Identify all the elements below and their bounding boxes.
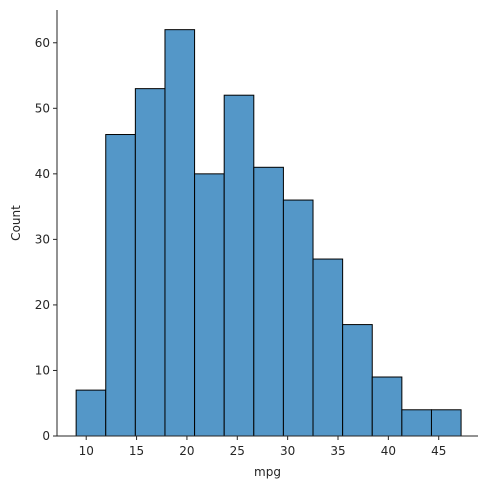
histogram-bar [282, 199, 314, 437]
y-tick-label: 30 [35, 232, 50, 246]
y-tick-label: 10 [35, 363, 50, 377]
histogram-bar [342, 324, 373, 437]
x-tick-label: 15 [129, 444, 144, 458]
y-tick-label: 40 [35, 167, 50, 181]
y-axis-label: Count [9, 205, 23, 241]
bars-group [75, 29, 462, 437]
histogram-bar [164, 29, 196, 437]
histogram-bar [312, 258, 344, 437]
x-tick-label: 45 [431, 444, 446, 458]
y-tick-label: 60 [35, 36, 50, 50]
x-tick-label: 25 [230, 444, 245, 458]
x-tick-label: 20 [179, 444, 194, 458]
x-axis-label: mpg [254, 465, 281, 479]
histogram-bar [253, 166, 284, 437]
histogram-bar [75, 389, 107, 437]
histogram-bar [105, 134, 136, 437]
histogram-bar [401, 409, 432, 437]
y-tick-label: 50 [35, 101, 50, 115]
histogram-bar [430, 409, 462, 437]
x-ticks-group: 10 15 20 25 30 35 40 45 [79, 436, 446, 458]
y-tick-label: 20 [35, 298, 50, 312]
y-tick-label: 0 [42, 429, 50, 443]
x-tick-label: 10 [79, 444, 94, 458]
x-tick-label: 40 [381, 444, 396, 458]
y-ticks-group: 0 10 20 30 40 50 60 [35, 36, 57, 443]
histogram-bar [194, 173, 225, 437]
histogram-bar [223, 94, 255, 437]
x-tick-label: 30 [280, 444, 295, 458]
histogram-bar [134, 88, 166, 437]
histogram-bar [371, 376, 403, 437]
x-tick-label: 35 [330, 444, 345, 458]
